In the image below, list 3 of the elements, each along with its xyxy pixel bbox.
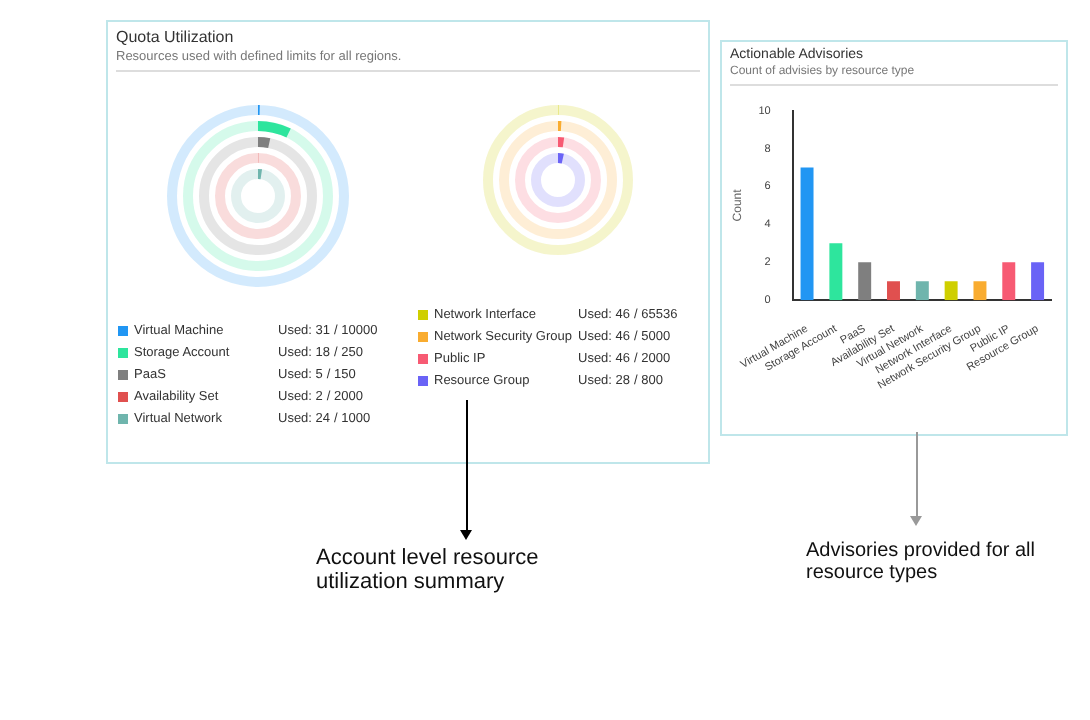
text: Advisories provided for all resource types <box>806 540 1037 584</box>
text: Quota Utilization <box>116 28 236 46</box>
text: Account level resource utilization summary <box>316 546 541 594</box>
